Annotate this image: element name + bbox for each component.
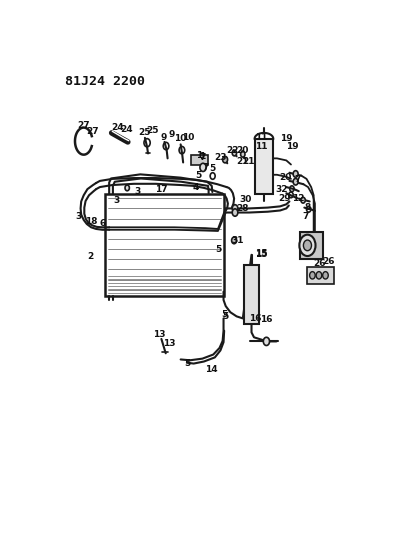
Circle shape	[323, 272, 328, 279]
Text: 15: 15	[255, 251, 268, 259]
Text: 28: 28	[237, 204, 249, 213]
Text: 81J24 2200: 81J24 2200	[65, 76, 145, 88]
Text: 7: 7	[203, 163, 209, 172]
Text: 19: 19	[286, 142, 298, 150]
Bar	[300, 232, 323, 259]
Circle shape	[304, 240, 312, 251]
Circle shape	[293, 171, 298, 177]
Text: 17: 17	[155, 185, 168, 195]
Text: 31: 31	[231, 236, 243, 245]
Text: 1: 1	[199, 152, 206, 161]
Text: 2: 2	[87, 252, 93, 261]
Text: 4: 4	[192, 183, 199, 191]
Text: 5: 5	[221, 310, 227, 319]
Bar	[105, 194, 223, 296]
Bar	[244, 265, 259, 324]
Text: 24: 24	[120, 125, 133, 134]
Text: 25: 25	[146, 126, 159, 135]
Text: 26: 26	[314, 259, 326, 268]
Text: 7: 7	[200, 153, 206, 162]
Text: 11: 11	[255, 133, 267, 142]
Text: 5: 5	[210, 164, 216, 173]
Text: 13: 13	[153, 329, 166, 338]
Text: 10: 10	[174, 134, 187, 143]
Circle shape	[300, 235, 316, 256]
Text: 22: 22	[227, 146, 239, 155]
Text: 9: 9	[160, 133, 167, 142]
Text: 6: 6	[99, 219, 105, 228]
Circle shape	[316, 272, 322, 279]
Circle shape	[125, 185, 130, 191]
Text: 20: 20	[236, 146, 248, 155]
Text: 19: 19	[280, 134, 293, 143]
Text: 3: 3	[114, 196, 120, 205]
Text: 9: 9	[168, 130, 174, 139]
Text: 25: 25	[139, 128, 151, 138]
Text: 3: 3	[135, 187, 141, 196]
Circle shape	[232, 150, 237, 156]
Circle shape	[310, 272, 315, 279]
Text: 1: 1	[196, 150, 202, 159]
Text: 26: 26	[322, 257, 334, 266]
Text: 5: 5	[215, 245, 222, 254]
Circle shape	[293, 179, 298, 185]
Text: 23: 23	[214, 152, 227, 161]
Circle shape	[232, 205, 238, 212]
Text: 7: 7	[294, 175, 300, 184]
Circle shape	[232, 237, 237, 244]
Circle shape	[223, 156, 228, 163]
Text: 27: 27	[86, 127, 98, 136]
Bar	[190, 155, 208, 165]
Text: 29: 29	[278, 193, 291, 203]
Text: 30: 30	[239, 195, 251, 204]
Text: 15: 15	[255, 249, 267, 258]
Circle shape	[301, 197, 305, 203]
Circle shape	[232, 209, 238, 216]
Text: 5: 5	[223, 312, 229, 321]
Text: 27: 27	[77, 121, 90, 130]
Text: 10: 10	[182, 133, 194, 142]
Text: 7: 7	[302, 212, 309, 221]
Text: 14: 14	[205, 365, 217, 374]
Circle shape	[241, 151, 245, 157]
Bar	[308, 267, 334, 284]
Text: 20: 20	[279, 173, 292, 182]
Text: 16: 16	[260, 314, 272, 324]
Text: 13: 13	[162, 340, 175, 349]
Bar	[255, 139, 273, 195]
Text: 21: 21	[236, 157, 249, 166]
Text: 5: 5	[184, 359, 190, 368]
Text: 12: 12	[292, 194, 305, 203]
Circle shape	[200, 163, 206, 172]
Circle shape	[263, 337, 269, 345]
Text: 16: 16	[249, 314, 261, 323]
Text: 32: 32	[275, 184, 288, 193]
Text: 18: 18	[85, 217, 97, 227]
Text: 5: 5	[195, 171, 201, 180]
Text: 21: 21	[242, 157, 255, 166]
Text: 3: 3	[76, 212, 82, 221]
Text: 24: 24	[111, 123, 124, 132]
Text: 8: 8	[304, 203, 310, 212]
Text: 11: 11	[255, 142, 268, 150]
